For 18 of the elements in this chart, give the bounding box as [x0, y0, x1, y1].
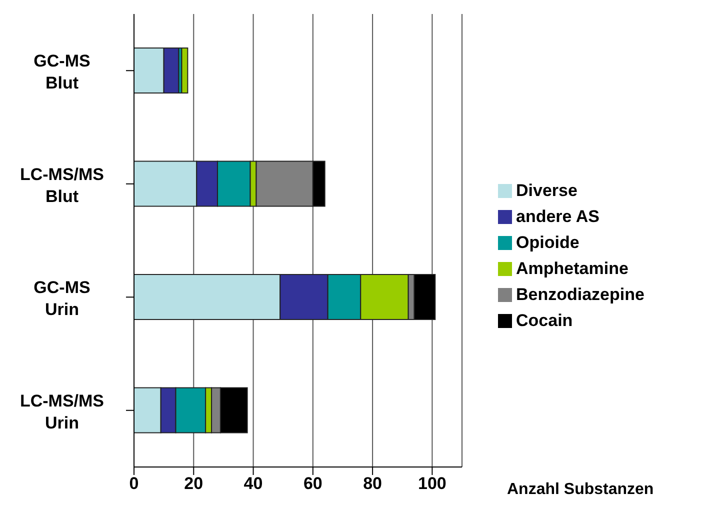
x-tick-label: 60 — [303, 474, 322, 494]
x-axis-title: Anzahl Substanzen — [507, 481, 654, 498]
legend-label: andere AS — [516, 206, 600, 226]
y-tick-label: LC-MS/MS Urin — [20, 391, 104, 432]
legend-label: Cocain — [516, 310, 573, 330]
x-tick-label: 80 — [363, 474, 382, 494]
x-tick-label: 40 — [244, 474, 263, 494]
legend-label: Amphetamine — [516, 258, 628, 278]
x-tick-label: 100 — [418, 474, 446, 494]
legend-label: Benzodiazepine — [516, 284, 644, 304]
legend-label: Diverse — [516, 180, 578, 200]
x-tick-label: 0 — [129, 474, 139, 494]
y-tick-label: LC-MS/MS Blut — [20, 164, 104, 206]
legend-label: Opioide — [516, 232, 580, 252]
bar — [181, 47, 188, 94]
y-tick-label: GC-MS Blut — [34, 52, 90, 93]
y-tick-label: GC-MS Urin — [34, 278, 90, 320]
x-tick-label: 20 — [184, 474, 204, 494]
